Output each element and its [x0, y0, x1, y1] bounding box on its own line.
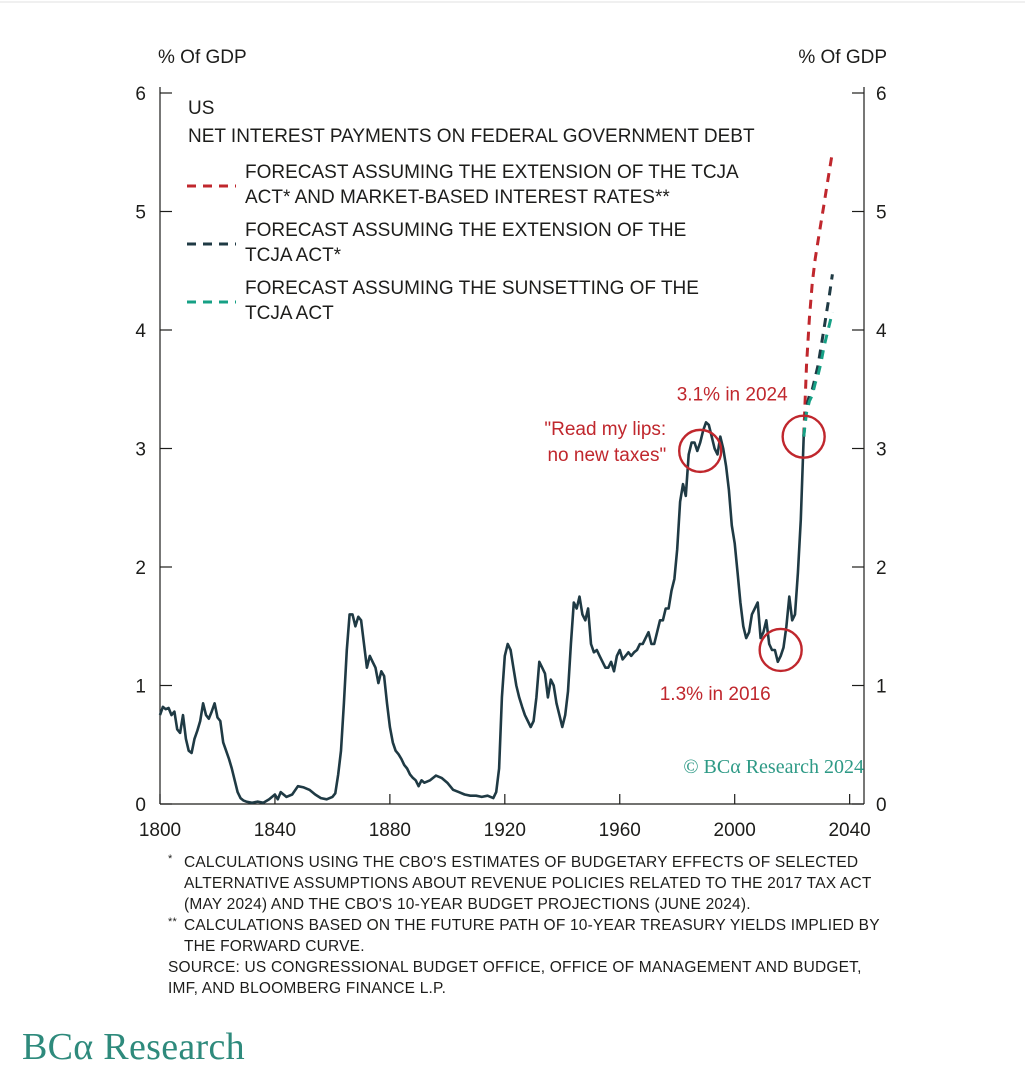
- footnote-1-text: CALCULATIONS USING THE CBO'S ESTIMATES O…: [184, 854, 872, 913]
- annotation-circle: [781, 414, 826, 459]
- legend-label-line2: TCJA ACT: [245, 303, 334, 324]
- y-axis-label-right: % Of GDP: [798, 47, 887, 68]
- y-axis-label-left: % Of GDP: [158, 47, 247, 68]
- footnote-1-mark: *: [168, 853, 173, 865]
- footnote-1: * CALCULATIONS USING THE CBO'S ESTIMATES…: [168, 852, 888, 915]
- annotation-label: 1.3% in 2016: [660, 684, 771, 705]
- annotation-label: "Read my lips:: [544, 419, 666, 440]
- y-tick-label-left: 1: [135, 677, 146, 698]
- legend-label: FORECAST ASSUMING THE EXTENSION OF THE T…: [245, 162, 739, 183]
- x-tick-label: 1880: [369, 820, 411, 841]
- series-forecast-line-1: [802, 152, 834, 437]
- y-tick-label-right: 6: [876, 84, 887, 105]
- annotation-circle: [678, 428, 723, 474]
- y-tick-label-right: 4: [876, 321, 887, 342]
- watermark: © BCα Research 2024: [683, 756, 864, 778]
- legend-label: FORECAST ASSUMING THE EXTENSION OF THE: [245, 220, 686, 241]
- series-layer: [158, 152, 834, 805]
- footnotes: * CALCULATIONS USING THE CBO'S ESTIMATES…: [168, 852, 888, 999]
- chart: 0 0 1 1 2 2 3 3 4 4 5 5 6 6 1800 1840 1880 1920 1960 2000 20…: [0, 1, 1025, 841]
- annotation-circle: [758, 627, 803, 673]
- series-historical-line: [158, 421, 805, 805]
- y-tick-label-right: 3: [876, 440, 887, 461]
- y-tick-label-left: 2: [135, 558, 146, 579]
- source-note: SOURCE: US CONGRESSIONAL BUDGET OFFICE, …: [168, 957, 888, 999]
- footnote-2: ** CALCULATIONS BASED ON THE FUTURE PATH…: [168, 915, 888, 957]
- ticks: 0 0 1 1 2 2 3 3 4 4 5 5 6 6 1800 1840 1880 1920 1960 2000 20…: [135, 84, 887, 841]
- x-tick-label: 2000: [714, 820, 756, 841]
- brand-logo-text: BCα Research: [22, 1026, 245, 1068]
- chart-subtitle: NET INTEREST PAYMENTS ON FEDERAL GOVERNM…: [188, 126, 755, 147]
- x-tick-label: 1920: [484, 820, 526, 841]
- legend-label-line2: ACT* AND MARKET-BASED INTEREST RATES**: [245, 187, 670, 208]
- y-tick-label-left: 0: [135, 795, 146, 816]
- x-tick-label: 2040: [828, 820, 870, 841]
- x-tick-label: 1960: [599, 820, 641, 841]
- x-tick-label: 1840: [254, 820, 296, 841]
- legend: FORECAST ASSUMING THE EXTENSION OF THE T…: [187, 162, 739, 324]
- annotation-label-line2: no new taxes": [547, 445, 666, 466]
- y-tick-label-right: 2: [876, 558, 887, 579]
- y-tick-label-right: 1: [876, 677, 887, 698]
- series-forecast-line-3: [802, 311, 834, 437]
- source-text: SOURCE: US CONGRESSIONAL BUDGET OFFICE, …: [168, 959, 862, 997]
- y-tick-label-left: 3: [135, 440, 146, 461]
- y-tick-label-right: 5: [876, 203, 887, 224]
- footnote-2-text: CALCULATIONS BASED ON THE FUTURE PATH OF…: [184, 917, 880, 955]
- annotation-layer: 3.1% in 2024 "Read my lips: no new taxes" 1…: [544, 385, 826, 705]
- y-tick-label-left: 5: [135, 203, 146, 224]
- chart-title: US: [188, 98, 214, 119]
- annotation-label: 3.1% in 2024: [677, 385, 788, 406]
- x-tick-label: 1800: [139, 820, 181, 841]
- footnote-2-mark: **: [168, 916, 177, 928]
- y-tick-label-left: 4: [135, 321, 146, 342]
- series-forecast-line-2: [802, 274, 834, 437]
- legend-label: FORECAST ASSUMING THE SUNSETTING OF THE: [245, 278, 699, 299]
- legend-label-line2: TCJA ACT*: [245, 245, 342, 266]
- y-tick-label-right: 0: [876, 795, 887, 816]
- y-tick-label-left: 6: [135, 84, 146, 105]
- axes: [159, 87, 865, 805]
